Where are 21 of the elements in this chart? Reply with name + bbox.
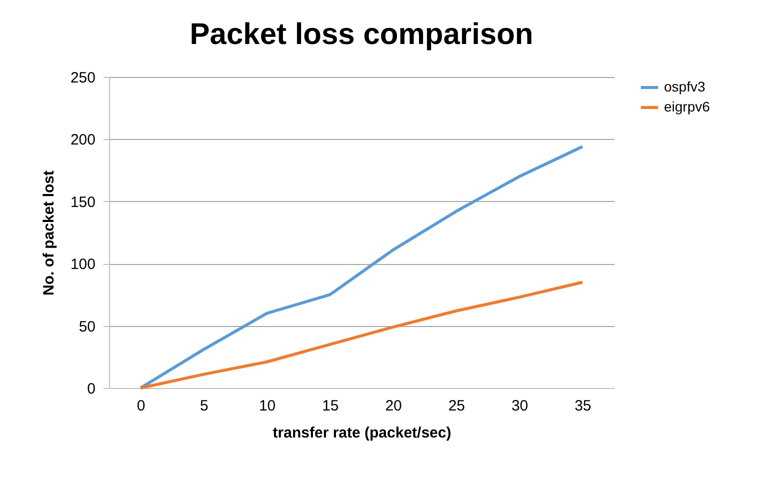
y-axis-title: No. of packet lost <box>40 170 58 296</box>
line-series <box>139 145 584 390</box>
x-tick-label: 5 <box>200 398 208 414</box>
x-tick-label: 30 <box>511 398 528 414</box>
y-tick-label: 0 <box>87 380 96 398</box>
y-tick-label: 150 <box>70 194 96 211</box>
y-tick-label: 100 <box>70 256 96 274</box>
x-tick-label: 20 <box>385 398 402 414</box>
x-axis-title: transfer rate (packet/sec) <box>272 424 452 442</box>
y-tick-label: 200 <box>70 132 96 149</box>
x-tick-label: 35 <box>574 398 592 414</box>
x-tick-label: 25 <box>448 398 466 414</box>
legend-label: eigrpv6 <box>664 98 710 114</box>
chart-title: Packet loss comparison <box>190 18 534 51</box>
x-tick-label: 0 <box>136 398 146 414</box>
y-tick-label: 50 <box>78 318 96 336</box>
y-tick-label: 250 <box>70 70 96 86</box>
legend-label: ospfv3 <box>664 78 706 94</box>
x-tick-label: 15 <box>322 398 339 414</box>
x-tick-label: 10 <box>258 398 276 414</box>
line-series <box>139 280 584 390</box>
